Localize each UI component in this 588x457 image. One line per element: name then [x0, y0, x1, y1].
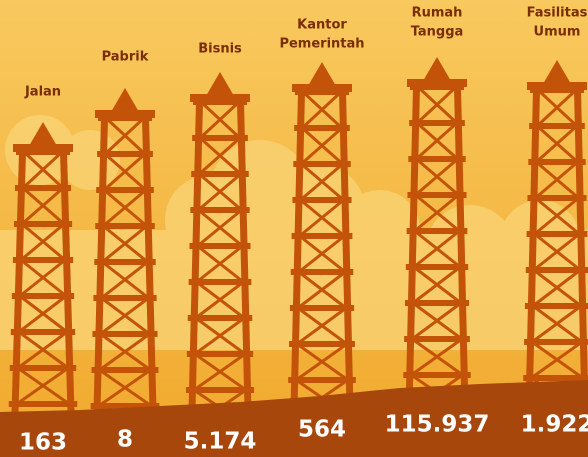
tower-label: Bisnis [198, 42, 242, 57]
tower-value: 115.937 [385, 412, 490, 438]
tower-label: Kantor [297, 18, 347, 33]
tower-label: Pabrik [102, 50, 149, 65]
tower-value: 8 [117, 427, 133, 453]
tower-value: 163 [19, 430, 67, 456]
tower-label: Pemerintah [279, 37, 364, 52]
tower-label: Rumah [412, 6, 463, 21]
tower-label: Fasilitas [527, 6, 588, 21]
tower-value: 1.922 [521, 412, 588, 438]
tower-label: Tangga [411, 25, 464, 40]
tower-value: 5.174 [184, 429, 257, 455]
tower-value: 564 [298, 417, 346, 443]
page: Jalan 163 Pabrik 8 Bisnis 5.174 Kantor Pemerint… [0, 0, 588, 457]
tower-label: Jalan [24, 85, 61, 100]
tower-label: Umum [534, 25, 581, 40]
infographic: Jalan 163 Pabrik 8 Bisnis 5.174 Kantor Pemerint… [0, 0, 588, 457]
